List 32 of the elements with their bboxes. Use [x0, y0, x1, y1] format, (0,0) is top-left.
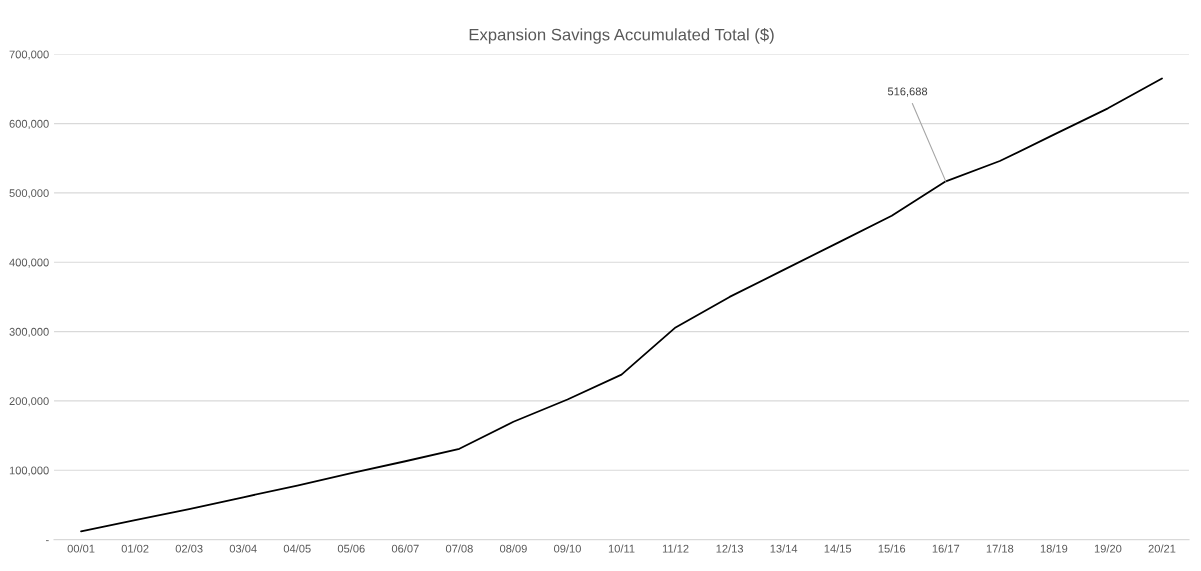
- x-tick-label: 07/08: [445, 544, 473, 553]
- y-tick-label: 100,000: [9, 466, 49, 476]
- x-tick-label: 09/10: [554, 544, 581, 553]
- x-tick-label: 05/06: [337, 544, 365, 553]
- x-tick-label: 16/17: [932, 544, 960, 553]
- x-tick-label: 03/04: [229, 544, 257, 553]
- x-tick-label: 14/15: [824, 544, 852, 553]
- chart-title: Expansion Savings Accumulated Total ($): [469, 28, 774, 44]
- x-tick-label: 13/14: [770, 544, 798, 553]
- x-tick-label: 19/20: [1094, 544, 1122, 553]
- x-tick-label: 06/07: [391, 544, 419, 553]
- x-tick-label: 01/02: [121, 544, 149, 553]
- x-tick-label: 15/16: [878, 544, 906, 553]
- y-tick-label: 600,000: [9, 119, 49, 130]
- x-tick-label: 08/09: [499, 544, 527, 553]
- x-tick-label: 17/18: [986, 544, 1014, 553]
- x-tick-label: 10/11: [608, 544, 635, 553]
- x-tick-label: 02/03: [175, 544, 203, 553]
- x-tick-label: 12/13: [716, 544, 744, 553]
- x-tick-label: 04/05: [283, 544, 311, 553]
- x-tick-label: 18/19: [1040, 544, 1068, 553]
- y-tick-label: 700,000: [9, 50, 49, 60]
- y-tick-label: 200,000: [9, 397, 49, 407]
- y-tick-label: 400,000: [9, 258, 49, 268]
- x-tick-label: 11/12: [662, 544, 689, 553]
- y-tick-label: -: [45, 540, 49, 542]
- x-tick-label: 00/01: [67, 544, 95, 553]
- y-tick-label: 300,000: [9, 327, 49, 338]
- annotation: 516,688: [887, 87, 928, 97]
- y-tick-label: 500,000: [9, 189, 49, 199]
- line-series: [80, 77, 1163, 533]
- x-tick-label: 20/21: [1148, 544, 1176, 553]
